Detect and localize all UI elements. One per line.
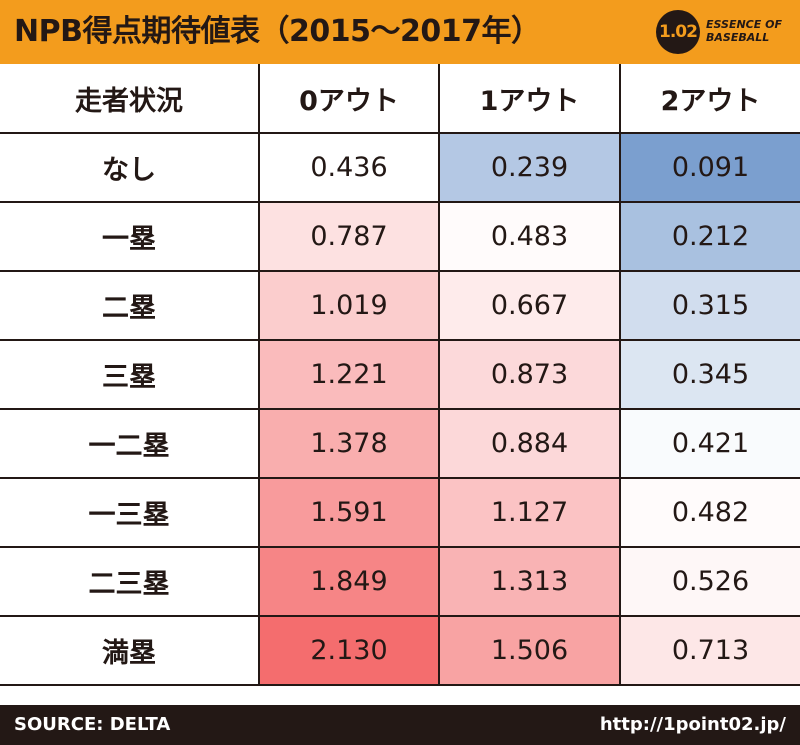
value-cell: 0.315 [619, 270, 800, 341]
table-body: なし 0.436 0.239 0.091 一塁 0.787 0.483 0.212 二塁 1.01… [0, 132, 800, 686]
table-row: 一三塁 1.591 1.127 0.482 [0, 477, 800, 548]
value-cell: 0.436 [258, 132, 440, 203]
table-row: 一二塁 1.378 0.884 0.421 [0, 408, 800, 479]
value-cell: 0.212 [619, 201, 800, 272]
value-cell: 1.221 [258, 339, 440, 410]
logo-text: ESSENCE OF BASEBALL [706, 18, 786, 44]
brand-logo: 1.02 ESSENCE OF BASEBALL [656, 8, 786, 56]
row-label: 一塁 [0, 201, 260, 272]
value-cell: 0.787 [258, 201, 440, 272]
value-cell: 0.483 [438, 201, 621, 272]
column-header-1-out: 1アウト [438, 64, 621, 134]
table-row: なし 0.436 0.239 0.091 [0, 132, 800, 203]
value-cell: 1.849 [258, 546, 440, 617]
value-cell: 1.313 [438, 546, 621, 617]
value-cell: 0.884 [438, 408, 621, 479]
value-cell: 0.239 [438, 132, 621, 203]
value-cell: 1.127 [438, 477, 621, 548]
column-header-2-out: 2アウト [619, 64, 800, 134]
run-expectancy-table: 走者状況 0アウト 1アウト 2アウト なし 0.436 0.239 0.091 一塁 0… [0, 64, 800, 686]
row-label: 二塁 [0, 270, 260, 341]
value-cell: 0.091 [619, 132, 800, 203]
value-cell: 1.506 [438, 615, 621, 686]
value-cell: 0.873 [438, 339, 621, 410]
row-label: 満塁 [0, 615, 260, 686]
table-row: 満塁 2.130 1.506 0.713 [0, 615, 800, 686]
column-header-0-out: 0アウト [258, 64, 440, 134]
logo-text-line1: ESSENCE OF [706, 18, 782, 31]
row-label: 三塁 [0, 339, 260, 410]
value-cell: 2.130 [258, 615, 440, 686]
logo-text-line2: BASEBALL [706, 31, 770, 44]
row-label: 一二塁 [0, 408, 260, 479]
title-bar: NPB得点期待値表（2015〜2017年） 1.02 ESSENCE OF BA… [0, 0, 800, 64]
source-url: http://1point02.jp/ [599, 714, 786, 735]
table-header-row: 走者状況 0アウト 1アウト 2アウト [0, 64, 800, 134]
source-credit: SOURCE: DELTA [14, 714, 171, 735]
value-cell: 0.667 [438, 270, 621, 341]
value-cell: 0.421 [619, 408, 800, 479]
value-cell: 1.378 [258, 408, 440, 479]
table-row: 二塁 1.019 0.667 0.315 [0, 270, 800, 341]
column-header-runner-situation: 走者状況 [0, 64, 260, 134]
value-cell: 1.019 [258, 270, 440, 341]
value-cell: 0.482 [619, 477, 800, 548]
table-row: 二三塁 1.849 1.313 0.526 [0, 546, 800, 617]
value-cell: 0.526 [619, 546, 800, 617]
table-row: 三塁 1.221 0.873 0.345 [0, 339, 800, 410]
value-cell: 0.345 [619, 339, 800, 410]
table-row: 一塁 0.787 0.483 0.212 [0, 201, 800, 272]
row-label: 一三塁 [0, 477, 260, 548]
value-cell: 0.713 [619, 615, 800, 686]
chart-title: NPB得点期待値表（2015〜2017年） [14, 14, 541, 49]
footer-bar: SOURCE: DELTA http://1point02.jp/ [0, 705, 800, 745]
logo-badge: 1.02 [656, 10, 700, 54]
row-label: 二三塁 [0, 546, 260, 617]
value-cell: 1.591 [258, 477, 440, 548]
row-label: なし [0, 132, 260, 203]
